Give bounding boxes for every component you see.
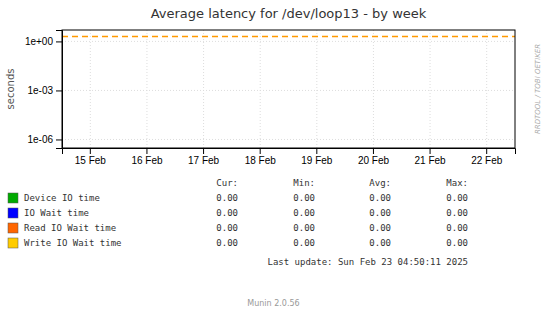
title: Average latency for /dev/loop13 - by wee… xyxy=(151,6,427,21)
legend-stat: 0.00 xyxy=(446,193,468,203)
x-tick: 20 Feb xyxy=(358,148,390,166)
y-tick-label: 1e-03 xyxy=(27,85,53,96)
grid-line-y xyxy=(62,41,515,42)
marks xyxy=(62,36,515,37)
legend-stat: 0.00 xyxy=(293,223,315,233)
y-axis-title: seconds xyxy=(5,69,16,110)
y-tick: 1e-03 xyxy=(27,85,62,96)
grid-line-x xyxy=(316,30,317,148)
legend-label: Device IO time xyxy=(24,193,100,203)
plot: 15 Feb 16 Feb 17 Feb 18 Feb 19 Feb 20 Feb 21 F… xyxy=(25,30,516,166)
reference-line xyxy=(62,36,515,38)
x-tick-mark xyxy=(373,148,374,154)
legend-header: Avg: xyxy=(369,178,391,188)
y-tick-label: 1e+00 xyxy=(25,36,54,47)
x-tick-label: 20 Feb xyxy=(358,155,390,166)
legend-stat: 0.00 xyxy=(216,193,238,203)
y-tick-mark xyxy=(56,41,62,42)
legend-stat: 0.00 xyxy=(446,223,468,233)
legend-stat: 0.00 xyxy=(293,193,315,203)
legend-stat: 0.00 xyxy=(369,223,391,233)
y-tick: 1e+00 xyxy=(25,36,62,47)
x-tick: 17 Feb xyxy=(188,148,220,166)
x-tick-label: 19 Feb xyxy=(301,155,333,166)
x-tick-mark xyxy=(430,148,431,154)
legend-stat: 0.00 xyxy=(369,193,391,203)
legend-label: Read IO Wait time xyxy=(24,223,116,233)
grid-line-x xyxy=(203,30,204,148)
annotation-watermark: RRDTOOL / TOBI OETIKER xyxy=(534,44,542,134)
y-tick: 1e-06 xyxy=(27,134,62,145)
x-tick: 18 Feb xyxy=(245,148,277,166)
x-axis-line xyxy=(63,149,516,155)
grid-line-y xyxy=(62,90,515,91)
x-tick-mark xyxy=(203,148,204,154)
grid-line-x xyxy=(430,30,431,148)
legend-swatch xyxy=(8,193,18,203)
y-tick-mark xyxy=(56,90,62,91)
x-tick: 21 Feb xyxy=(414,148,446,166)
legend-stat: 0.00 xyxy=(216,223,238,233)
y-tick-mark xyxy=(56,139,62,140)
grid-line-x xyxy=(90,30,91,148)
legend-swatch xyxy=(8,223,18,233)
annotation-last-update: Last update: Sun Feb 23 04:50:11 2025 xyxy=(268,257,468,267)
legend-label: Write IO Wait time xyxy=(24,238,122,248)
legend-stat: 0.00 xyxy=(369,208,391,218)
y-tick-label: 1e-06 xyxy=(27,134,53,145)
x-tick-mark xyxy=(146,148,147,154)
x-tick-label: 17 Feb xyxy=(188,155,220,166)
plot-frame xyxy=(62,30,515,148)
legend-header: Cur: xyxy=(216,178,238,188)
x-tick: 15 Feb xyxy=(75,148,107,166)
legend-header: Min: xyxy=(293,178,315,188)
legend-stat: 0.00 xyxy=(216,238,238,248)
x-tick-mark xyxy=(486,148,487,154)
y-axis: 1e-06 1e-03 1e+00 xyxy=(25,31,63,149)
x-tick: 22 Feb xyxy=(471,148,503,166)
x-tick-label: 16 Feb xyxy=(131,155,163,166)
x-tick: 19 Feb xyxy=(301,148,333,166)
x-tick-label: 18 Feb xyxy=(245,155,277,166)
legend-stat: 0.00 xyxy=(446,238,468,248)
grid-line-x xyxy=(260,30,261,148)
legend: Cur: Min: Avg: Max: Device IO time 0.00 0.00 0.… xyxy=(8,178,468,267)
chart: Average latency for /dev/loop13 - by wee… xyxy=(0,0,547,311)
grid-line-y xyxy=(62,139,515,140)
x-tick-mark xyxy=(260,148,261,154)
annotation-footer: Munin 2.0.56 xyxy=(247,299,299,308)
legend-stat: 0.00 xyxy=(293,238,315,248)
legend-swatch xyxy=(8,238,18,248)
y-axis-line xyxy=(56,31,63,149)
legend-stat: 0.00 xyxy=(216,208,238,218)
x-tick-label: 21 Feb xyxy=(414,155,446,166)
x-tick: 16 Feb xyxy=(131,148,163,166)
grid-line-x xyxy=(146,30,147,148)
x-tick-mark xyxy=(90,148,91,154)
legend-swatch xyxy=(8,208,18,218)
legend-stat: 0.00 xyxy=(369,238,391,248)
x-axis: 15 Feb 16 Feb 17 Feb 18 Feb 19 Feb 20 Feb 21 F… xyxy=(63,148,516,166)
legend-stat: 0.00 xyxy=(293,208,315,218)
legend-stat: 0.00 xyxy=(446,208,468,218)
grid xyxy=(62,30,515,148)
legend-label: IO Wait time xyxy=(24,208,89,218)
x-tick-label: 15 Feb xyxy=(75,155,107,166)
grid-line-x xyxy=(486,30,487,148)
grid-line-x xyxy=(373,30,374,148)
x-tick-label: 22 Feb xyxy=(471,155,503,166)
legend-header: Max: xyxy=(446,178,468,188)
x-tick-mark xyxy=(316,148,317,154)
